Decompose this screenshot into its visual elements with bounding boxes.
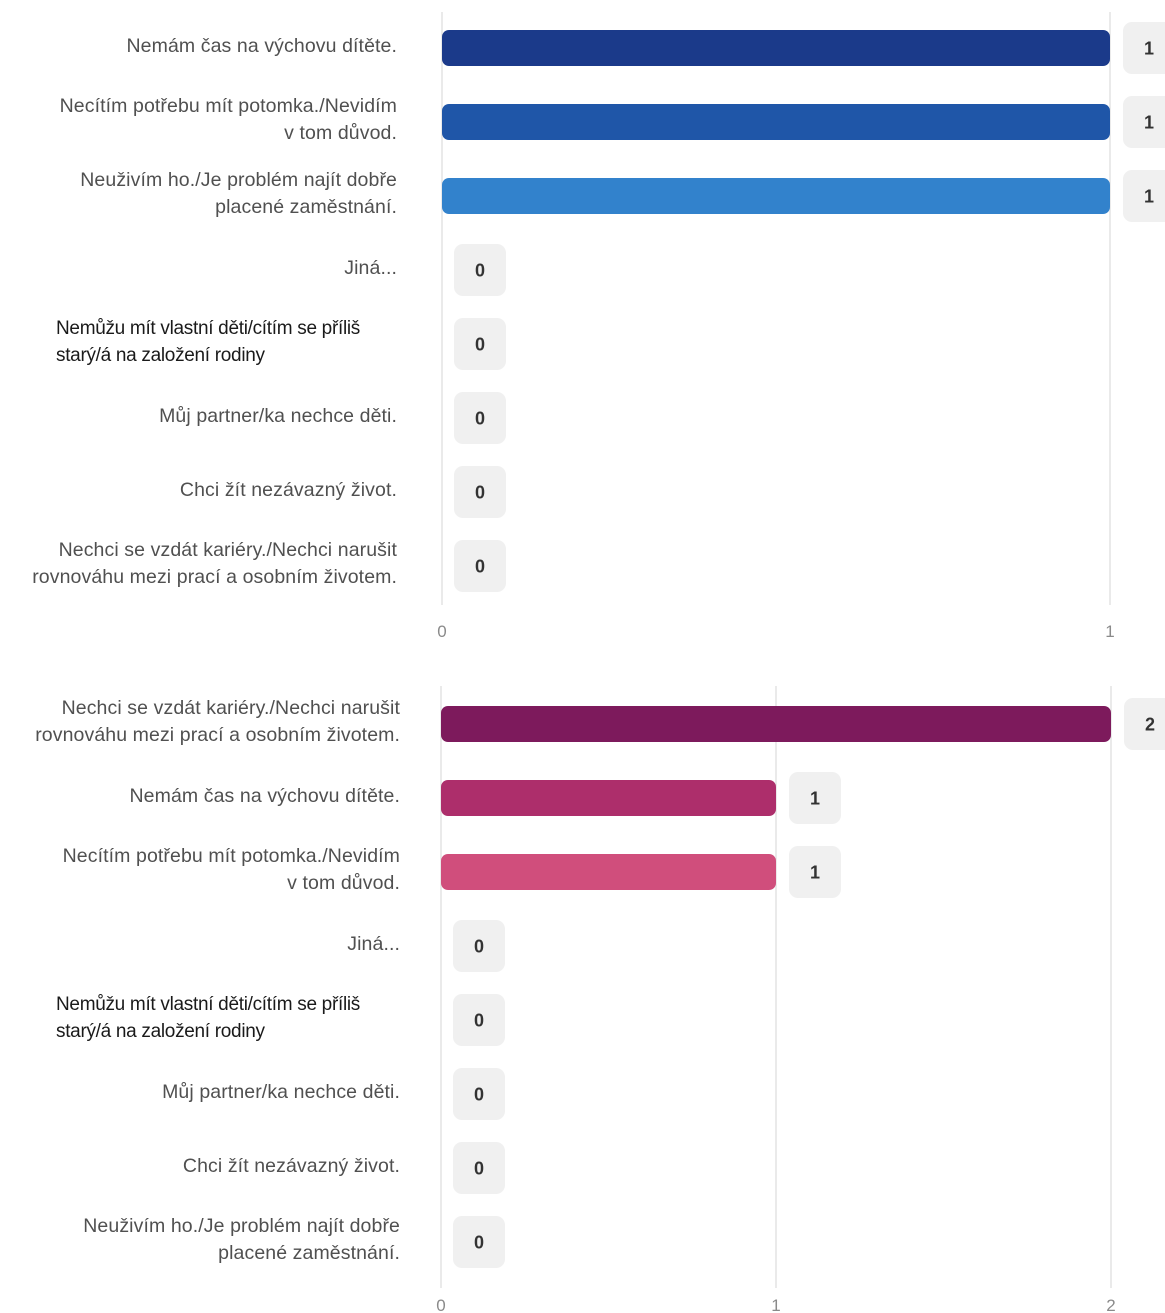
value-badge: [789, 772, 841, 824]
value-label: 0: [475, 557, 485, 577]
value-badge: [1123, 22, 1165, 74]
value-badge: [1123, 170, 1165, 222]
category-label: Nemůžu mít vlastní děti/cítím se příliš …: [56, 318, 360, 366]
value-badge: [453, 994, 505, 1046]
value-badge: [453, 920, 505, 972]
value-label: 1: [1144, 39, 1154, 59]
category-label: Nemám čas na výchovu dítěte.: [129, 784, 400, 807]
x-tick-label: 1: [1105, 622, 1114, 641]
value-label: 1: [1144, 113, 1154, 133]
value-badge: [1124, 698, 1165, 750]
chart-top: 0 1 1 1 1 0 0 0 0 0 Nemám čas na výchovu dítěte. Ne…: [0, 0, 1165, 650]
category-label: Necítím potřebu mít potomka./Nevidím v t…: [62, 845, 400, 894]
x-tick-label: 0: [436, 1296, 445, 1313]
value-badge: [454, 392, 506, 444]
bar: [441, 780, 776, 816]
value-label: 1: [810, 789, 820, 809]
category-label: Nemůžu mít vlastní děti/cítím se příliš …: [56, 994, 360, 1042]
bar: [442, 178, 1110, 214]
x-tick-label: 2: [1106, 1296, 1115, 1313]
value-label: 0: [474, 1159, 484, 1179]
value-label: 0: [474, 1233, 484, 1253]
value-label: 0: [475, 409, 485, 429]
x-tick-label: 1: [771, 1296, 780, 1313]
value-label: 2: [1145, 715, 1155, 735]
category-label: Chci žít nezávazný život.: [179, 478, 397, 501]
value-badge: [1123, 96, 1165, 148]
bar: [442, 104, 1110, 140]
value-badge: [454, 466, 506, 518]
category-label: Jiná...: [344, 256, 397, 279]
bar: [441, 706, 1111, 742]
category-label: Nemám čas na výchovu dítěte.: [126, 34, 397, 57]
value-label: 1: [1144, 187, 1154, 207]
chart-svg: 0 1 2 2 1 1 0 0 0 0 0: [436, 686, 1165, 1313]
value-badge: [453, 1216, 505, 1268]
value-label: 0: [475, 261, 485, 281]
category-label: Můj partner/ka nechce děti.: [162, 1080, 400, 1103]
category-label: Neuživím ho./Je problém najít dobře plac…: [80, 169, 397, 218]
value-label: 0: [474, 1085, 484, 1105]
bar: [442, 30, 1110, 66]
bar: [441, 854, 776, 890]
category-label: Necítím potřebu mít potomka./Nevidím v t…: [59, 95, 397, 144]
chart-bottom: 0 1 2 2 1 1 0 0 0 0 0 Nechci se vzdát kariéry./Nech…: [0, 676, 1165, 1313]
value-label: 0: [475, 335, 485, 355]
category-label: Nechci se vzdát kariéry./Nechci narušit …: [35, 697, 400, 746]
value-label: 0: [475, 483, 485, 503]
value-badge: [454, 318, 506, 370]
value-badge: [453, 1142, 505, 1194]
value-label: 1: [810, 863, 820, 883]
value-badge: [454, 244, 506, 296]
chart-svg: 0 1 1 1 1 0 0 0 0 0: [437, 12, 1165, 641]
x-tick-label: 0: [437, 622, 446, 641]
value-label: 0: [474, 937, 484, 957]
category-label: Chci žít nezávazný život.: [182, 1154, 400, 1177]
category-label: Neuživím ho./Je problém najít dobře plac…: [83, 1215, 400, 1264]
value-badge: [789, 846, 841, 898]
category-label: Nechci se vzdát kariéry./Nechci narušit …: [32, 539, 397, 588]
value-badge: [453, 1068, 505, 1120]
category-label: Můj partner/ka nechce děti.: [159, 404, 397, 427]
value-badge: [454, 540, 506, 592]
value-label: 0: [474, 1011, 484, 1031]
category-label: Jiná...: [347, 932, 400, 955]
